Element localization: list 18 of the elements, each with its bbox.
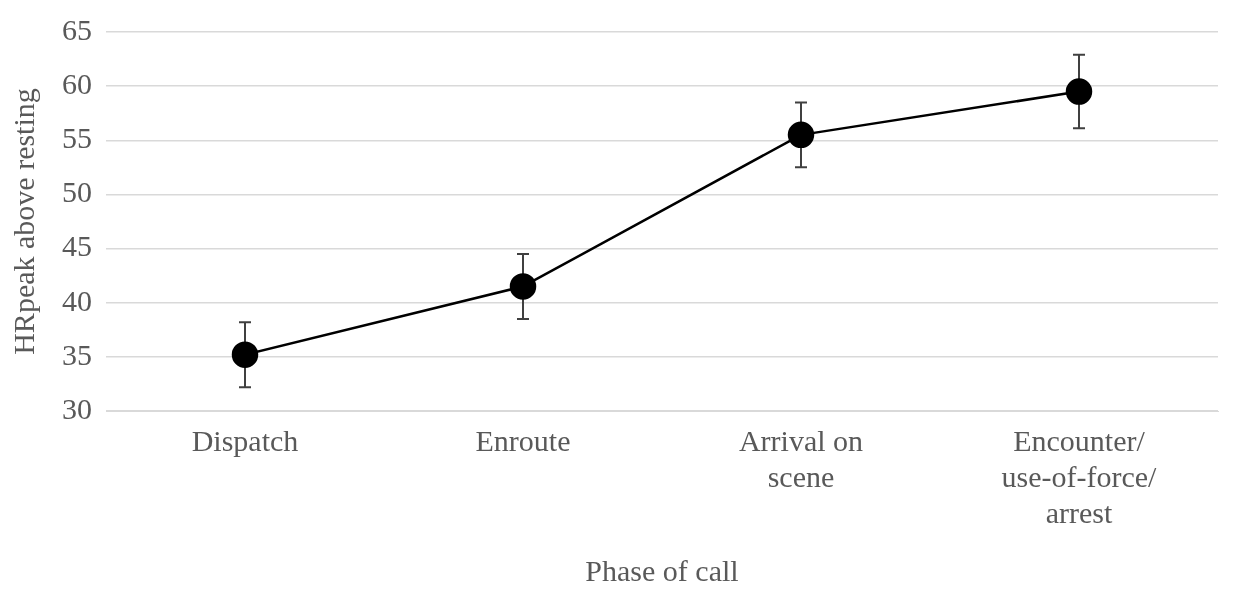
y-tick-label: 65 (62, 12, 92, 46)
point (231, 341, 259, 368)
x-tick-label: Dispatch (191, 423, 299, 457)
y-tick-label: 50 (62, 175, 92, 209)
x-axis-title: Phase of call (585, 553, 739, 587)
x-tick-label: Arrival on scene (738, 423, 864, 493)
y-tick-label: 45 (62, 229, 92, 263)
point (509, 273, 537, 300)
x-tick-label: Encounter/use-of-force/arrest (1001, 423, 1158, 529)
y-tick-label: 40 (62, 283, 92, 317)
point (787, 121, 815, 149)
y-tick-label: 35 (62, 337, 92, 371)
y-tick-label: 60 (62, 67, 92, 101)
point (1065, 78, 1093, 105)
x-tick-label: Enroute (475, 423, 571, 457)
y-tick-label: 55 (62, 121, 92, 155)
y-tick-label: 30 (62, 391, 92, 425)
y-axis-title: HRpeak above resting (6, 88, 40, 355)
